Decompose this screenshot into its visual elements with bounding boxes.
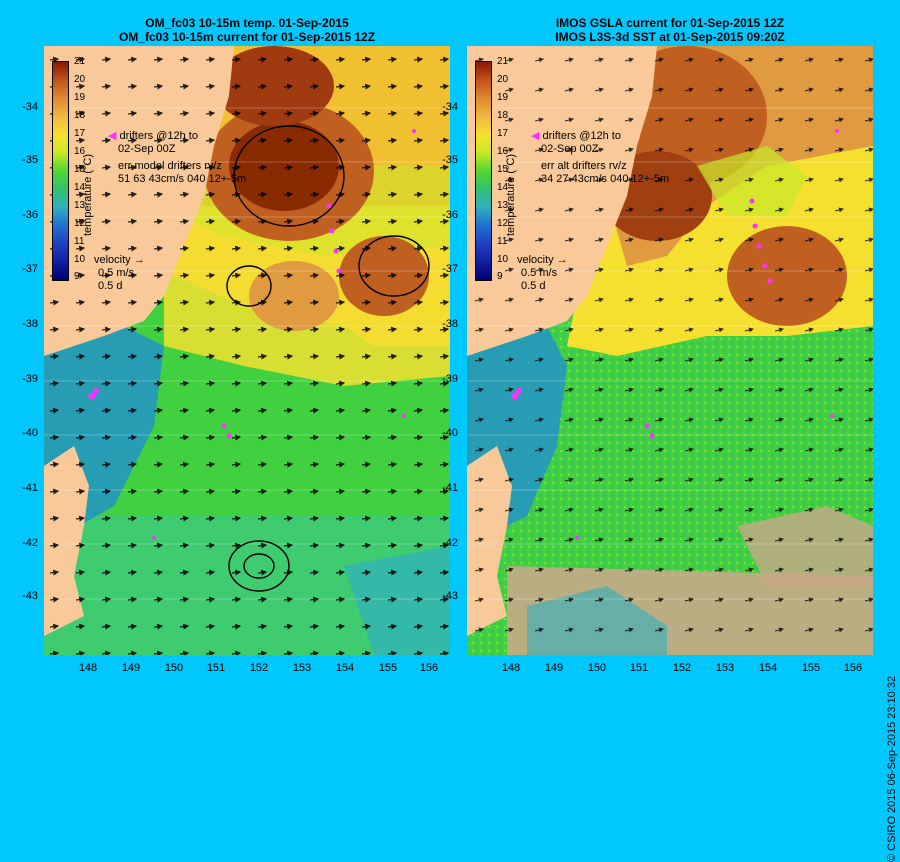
y-label: -38 <box>442 318 458 330</box>
velocity-duration: 0.5 d <box>521 280 546 292</box>
copyright-stamp: © CSIRO 2015 06-Sep-2015 23:10:32 <box>886 675 898 862</box>
colorbar-tick: 10 <box>497 254 509 265</box>
x-label: 152 <box>672 662 692 674</box>
velocity-label: velocity <box>517 254 554 266</box>
x-label: 154 <box>758 662 778 674</box>
x-label: 149 <box>544 662 564 674</box>
drifter-legend-line2: 02-Sep 00Z <box>541 143 599 155</box>
colorbar-tick: 20 <box>497 74 509 85</box>
x-label: 156 <box>419 662 439 674</box>
satellite-map-svg <box>467 46 873 655</box>
left-title: OM_fc03 10-15m temp. 01-Sep-2015 OM_fc03… <box>44 16 450 44</box>
drifter-legend: ◀ drifters @12h to 02-Sep 00Z err alt dr… <box>531 130 670 185</box>
y-label: -34 <box>442 101 458 113</box>
y-label: -40 <box>442 427 458 439</box>
x-label: 153 <box>292 662 312 674</box>
y-label: -36 <box>22 209 38 221</box>
x-label: 155 <box>801 662 821 674</box>
colorbar-tick: 12 <box>74 218 86 229</box>
x-label: 154 <box>335 662 355 674</box>
colorbar-tick: 17 <box>74 128 86 139</box>
y-label: -43 <box>22 590 38 602</box>
x-label: 148 <box>78 662 98 674</box>
colorbar-tick: 12 <box>497 218 509 229</box>
y-label: -36 <box>442 209 458 221</box>
error-legend-line1: err alt drifters rv/z <box>541 160 627 172</box>
y-label: -37 <box>442 263 458 275</box>
colorbar-tick: 10 <box>74 254 86 265</box>
x-label: 152 <box>249 662 269 674</box>
velocity-speed: 0.5 m/s <box>98 267 135 279</box>
y-label: -39 <box>442 373 458 385</box>
colorbar-tick: 15 <box>497 164 509 175</box>
colorbar-tick: 19 <box>497 92 509 103</box>
drifter-legend-line1: drifters @12h to <box>119 130 198 142</box>
colorbar-tick: 21 <box>497 56 509 67</box>
y-label: -42 <box>442 537 458 549</box>
colorbar-tick: 15 <box>74 164 86 175</box>
velocity-legend: velocity → 0.5 m/s 0.5 d <box>517 254 568 292</box>
velocity-legend: velocity → 0.5 m/s 0.5 d <box>94 254 145 292</box>
drifter-legend: ◀ drifters @12h to 02-Sep 00Z err model … <box>108 130 247 185</box>
velocity-speed: 0.5 m/s <box>521 267 558 279</box>
y-label: -40 <box>22 427 38 439</box>
error-legend-line2: 34 27 43cm/s 040 12+-5m <box>541 173 670 185</box>
colorbar-tick: 20 <box>74 74 86 85</box>
colorbar-tick: 21 <box>74 56 86 67</box>
drifter-legend-line1: drifters @12h to <box>542 130 621 142</box>
colorbar-tick: 9 <box>74 271 80 282</box>
colorbar-title: temperature (°C) <box>82 153 94 236</box>
x-label: 149 <box>121 662 141 674</box>
colorbar-tick: 14 <box>497 182 509 193</box>
x-label: 153 <box>715 662 735 674</box>
y-label: -43 <box>442 590 458 602</box>
colorbar-tick: 16 <box>497 146 509 157</box>
colorbar-tick: 18 <box>497 110 509 121</box>
y-label: -35 <box>22 154 38 166</box>
satellite-sst-map: 21 20 19 18 17 16 15 14 13 12 11 10 9 te… <box>467 46 873 655</box>
colorbar-tick: 13 <box>74 200 86 211</box>
left-title-line2: OM_fc03 10-15m current for 01-Sep-2015 1… <box>118 30 376 44</box>
model-map-svg <box>44 46 450 655</box>
model-temperature-map: 21 20 19 18 17 16 15 14 13 12 11 10 9 te… <box>44 46 450 655</box>
y-label: -38 <box>22 318 38 330</box>
right-title: IMOS GSLA current for 01-Sep-2015 12Z IM… <box>467 16 873 44</box>
colorbar-title: temperature (°C) <box>505 153 517 236</box>
colorbar-left <box>52 61 69 281</box>
error-legend-line2: 51 63 43cm/s 040 12+-5m <box>118 173 247 185</box>
x-label: 148 <box>501 662 521 674</box>
x-label: 151 <box>629 662 649 674</box>
velocity-label: velocity <box>94 254 131 266</box>
y-label: -42 <box>22 537 38 549</box>
colorbar-tick: 14 <box>74 182 86 193</box>
colorbar-tick: 13 <box>497 200 509 211</box>
x-label: 155 <box>378 662 398 674</box>
right-title-line1: IMOS GSLA current for 01-Sep-2015 12Z <box>555 16 785 30</box>
colorbar-tick: 18 <box>74 110 86 121</box>
right-title-line2: IMOS L3S-3d SST at 01-Sep-2015 09:20Z <box>555 30 785 44</box>
colorbar-tick: 9 <box>497 271 503 282</box>
y-label: -34 <box>22 101 38 113</box>
colorbar-tick: 11 <box>497 236 508 247</box>
colorbar-tick: 19 <box>74 92 86 103</box>
y-label: -41 <box>22 482 38 494</box>
colorbar-tick: 16 <box>74 146 86 157</box>
y-label: -39 <box>22 373 38 385</box>
error-legend-line1: err model drifters rv/z <box>118 160 222 172</box>
left-title-line1: OM_fc03 10-15m temp. 01-Sep-2015 <box>145 16 349 30</box>
x-label: 156 <box>843 662 863 674</box>
y-label: -37 <box>22 263 38 275</box>
y-label: -41 <box>442 482 458 494</box>
colorbar-tick: 17 <box>497 128 509 139</box>
colorbar-tick: 11 <box>74 236 85 247</box>
x-label: 150 <box>164 662 184 674</box>
y-label: -35 <box>442 154 458 166</box>
drifter-legend-line2: 02-Sep 00Z <box>118 143 176 155</box>
x-label: 150 <box>587 662 607 674</box>
x-label: 151 <box>206 662 226 674</box>
velocity-duration: 0.5 d <box>98 280 123 292</box>
colorbar-right <box>475 61 492 281</box>
